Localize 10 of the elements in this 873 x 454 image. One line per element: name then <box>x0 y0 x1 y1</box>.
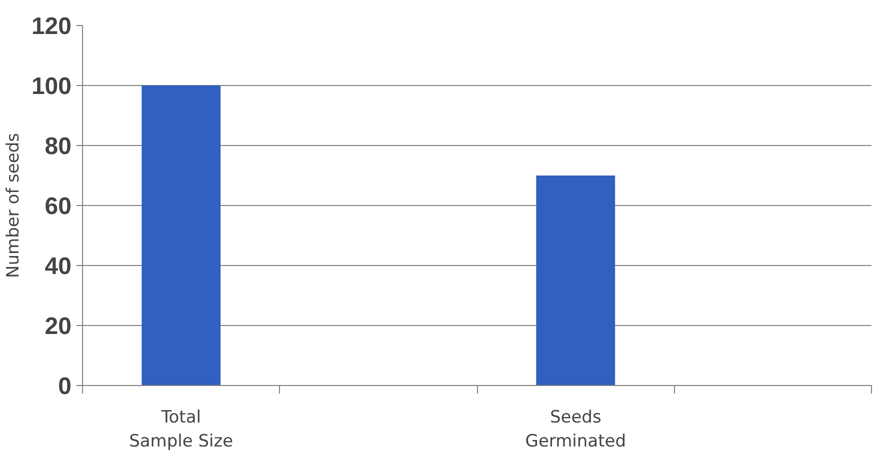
y-axis-title: Number of seeds <box>3 132 24 278</box>
y-tick-label: 120 <box>31 13 72 40</box>
y-tick-label: 60 <box>44 193 72 220</box>
x-tick-label: Seeds Germinated <box>525 408 626 452</box>
x-tick-label: Total Sample Size <box>129 408 234 452</box>
y-tick-label: 100 <box>31 73 72 100</box>
y-tick-label: 20 <box>44 313 72 340</box>
y-tick-label: 80 <box>44 133 72 160</box>
y-tick-label: 40 <box>44 253 72 280</box>
y-tick-label: 0 <box>58 373 72 400</box>
